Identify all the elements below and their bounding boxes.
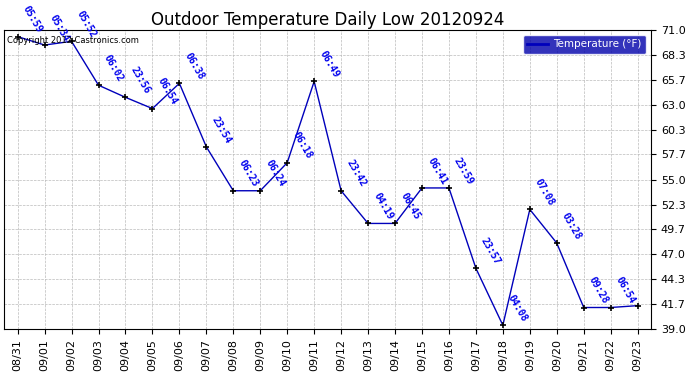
Text: 05:52: 05:52 [75,9,98,39]
Title: Outdoor Temperature Daily Low 20120924: Outdoor Temperature Daily Low 20120924 [151,10,504,28]
Text: 23:42: 23:42 [344,159,368,189]
Text: 06:18: 06:18 [290,130,314,161]
Text: 06:23: 06:23 [237,159,260,189]
Text: 06:41: 06:41 [425,156,449,186]
Text: 05:59: 05:59 [21,4,44,35]
Text: 04:19: 04:19 [371,191,395,222]
Text: 06:49: 06:49 [317,49,341,80]
Text: 09:28: 09:28 [587,275,610,306]
Text: 05:34: 05:34 [48,13,71,43]
Text: 04:08: 04:08 [506,293,529,323]
Text: 06:38: 06:38 [183,51,206,81]
Text: 23:59: 23:59 [452,156,475,186]
Text: 07:08: 07:08 [533,177,556,207]
Text: 06:24: 06:24 [264,159,287,189]
Legend: Temperature (°F): Temperature (°F) [523,35,646,54]
Text: Copyright 2012 Castronics.com: Copyright 2012 Castronics.com [8,36,139,45]
Text: 23:56: 23:56 [129,65,152,96]
Text: 23:54: 23:54 [210,114,233,145]
Text: 06:54: 06:54 [156,76,179,106]
Text: 23:57: 23:57 [479,236,502,266]
Text: 06:45: 06:45 [398,191,422,222]
Text: 06:02: 06:02 [101,53,125,83]
Text: 03:28: 03:28 [560,211,583,241]
Text: 06:54: 06:54 [614,275,638,306]
